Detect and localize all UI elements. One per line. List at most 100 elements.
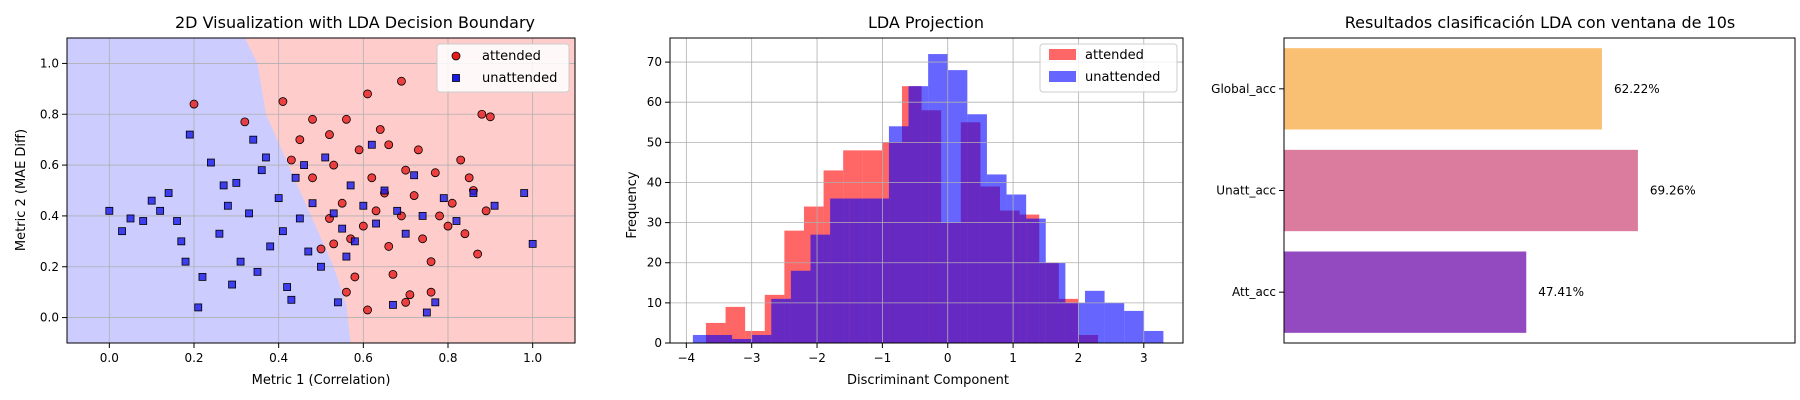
unattended-point xyxy=(422,308,431,317)
unattended-point xyxy=(329,209,338,218)
unattended-point xyxy=(207,158,215,167)
unattended-point xyxy=(308,199,317,208)
scatter-panel: 2D Visualization with LDA Decision Bound… xyxy=(14,13,576,388)
unattended-bar xyxy=(967,114,987,343)
attended-point xyxy=(286,155,296,165)
attended-point xyxy=(363,305,372,315)
unattended-point xyxy=(431,298,440,307)
unattended-point xyxy=(342,252,351,261)
y-tick-label: 0.2 xyxy=(40,260,59,274)
unattended-bar xyxy=(830,198,850,343)
scatter-title: 2D Visualization with LDA Decision Bound… xyxy=(175,13,535,32)
unattended-point xyxy=(401,229,410,238)
unattended-point xyxy=(105,206,114,215)
attended-point xyxy=(413,145,423,155)
x-tick-label: −4 xyxy=(677,351,695,365)
unattended-bar xyxy=(928,54,948,343)
attended-point xyxy=(426,287,436,297)
attended-point xyxy=(308,114,317,124)
unattended-bar xyxy=(1065,302,1085,343)
unattended-point xyxy=(380,186,389,195)
attended-bar xyxy=(725,306,746,343)
x-tick-label: −3 xyxy=(743,351,761,365)
attended-point xyxy=(409,191,419,200)
unattended-point xyxy=(194,303,203,312)
category-label: Global_acc xyxy=(1211,82,1276,96)
value-label: 62.22% xyxy=(1614,82,1660,96)
unattended-bar xyxy=(869,198,889,343)
unattended-point xyxy=(304,247,313,256)
y-tick-label: 10 xyxy=(647,296,662,310)
x-tick-label: 0.4 xyxy=(269,351,288,365)
unattended-point xyxy=(147,196,156,205)
unattended-point xyxy=(257,166,266,175)
unattended-bar xyxy=(1143,330,1164,343)
unattended-bar xyxy=(849,198,870,343)
unattended-point xyxy=(283,283,292,291)
attended-point xyxy=(443,221,453,231)
attended-point xyxy=(341,287,351,297)
accuracy-bar xyxy=(1284,48,1602,130)
value-label: 47.41% xyxy=(1538,285,1584,299)
unattended-point xyxy=(274,194,283,203)
unattended-bar xyxy=(1084,290,1105,343)
unattended-point xyxy=(317,262,325,271)
y-tick-label: 0 xyxy=(654,336,662,350)
attended-point xyxy=(295,135,305,145)
unattended-point xyxy=(185,130,194,139)
unattended-point xyxy=(359,201,368,210)
unattended-point xyxy=(232,178,241,187)
unattended-bar xyxy=(1124,310,1144,343)
attended-point xyxy=(308,173,317,183)
attended-point xyxy=(371,206,381,216)
x-tick-label: 0.8 xyxy=(438,351,457,365)
legend-unattended-label: unattended xyxy=(482,71,557,86)
category-label: Unatt_acc xyxy=(1216,184,1276,198)
x-tick-label: 0 xyxy=(944,351,952,365)
x-tick-label: −2 xyxy=(808,351,826,365)
unattended-point xyxy=(287,295,296,304)
histogram-frame xyxy=(669,37,1184,344)
attended-point xyxy=(473,249,483,259)
unattended-bar xyxy=(986,174,1007,343)
unattended-point xyxy=(228,280,237,289)
attended-point xyxy=(464,173,474,183)
x-tick-label: 1.0 xyxy=(523,351,542,365)
y-tick-label: 0.8 xyxy=(40,107,59,121)
category-label: Att_acc xyxy=(1232,285,1276,299)
unattended-point xyxy=(223,201,232,210)
unattended-bar xyxy=(947,70,968,344)
histogram-xlabel: Discriminant Component xyxy=(847,373,1009,388)
legend-unattended-swatch xyxy=(1049,71,1076,82)
attended-point xyxy=(418,234,428,244)
bar-plot-area: Global_acc 62.22% Unatt_acc 69.26% Att_acc 47… xyxy=(1211,37,1796,344)
unattended-point xyxy=(295,214,304,223)
unattended-point xyxy=(452,217,461,225)
y-tick-label: 0.4 xyxy=(40,209,59,223)
attended-point xyxy=(316,244,326,254)
y-tick-label: 20 xyxy=(647,256,662,270)
scatter-ylabel: Metric 2 (MAE Diff) xyxy=(14,129,29,251)
unattended-bar xyxy=(790,270,811,343)
attended-point xyxy=(384,242,394,251)
attended-point xyxy=(189,99,199,109)
attended-point xyxy=(397,76,406,86)
unattended-point xyxy=(338,224,347,233)
y-tick-label: 0.0 xyxy=(40,311,59,325)
legend-attended-marker xyxy=(451,51,461,61)
attended-point xyxy=(485,112,495,122)
unattended-point xyxy=(266,242,275,251)
attended-point xyxy=(426,257,436,267)
y-tick-label: 50 xyxy=(647,135,662,149)
unattended-point xyxy=(490,201,499,210)
unattended-point xyxy=(439,194,448,203)
histogram-legend: attended unattended xyxy=(1039,43,1178,93)
scatter-plot-area: 0.0 0.2 0.4 0.6 0.8 1.0 0.0 0.2 0.4 0.6 0.8 1.0 atte… xyxy=(40,37,576,365)
legend-attended-label: attended xyxy=(482,49,541,64)
unattended-point xyxy=(418,212,427,220)
accuracy-bar xyxy=(1284,149,1638,232)
attended-point xyxy=(325,130,334,139)
unattended-point xyxy=(367,140,376,149)
